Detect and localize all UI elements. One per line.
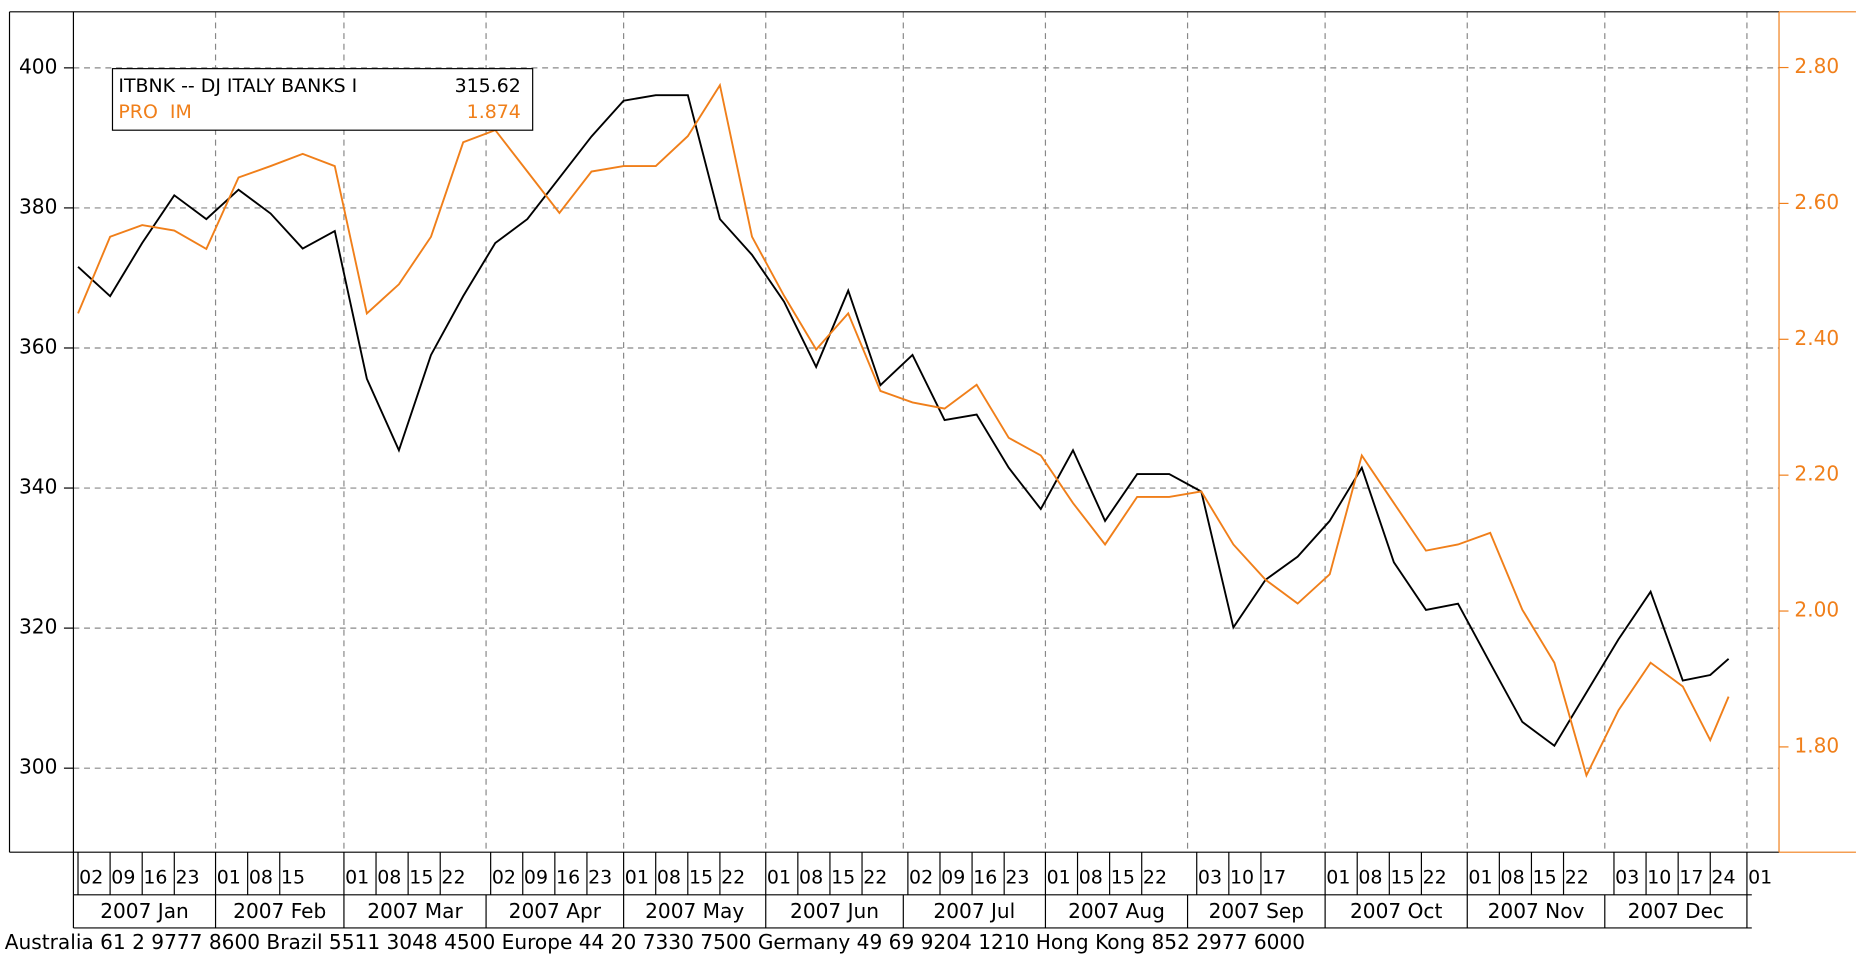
y2-tick-label: 1.80 bbox=[1794, 733, 1839, 757]
x-tick-label: 23 bbox=[588, 867, 612, 889]
x-tick-label: 09 bbox=[111, 867, 135, 889]
x-tick-label: 08 bbox=[799, 867, 823, 889]
y2-tick-label: 2.80 bbox=[1794, 54, 1839, 78]
month-label: 2007 Mar bbox=[367, 899, 463, 923]
x-tick-label: 23 bbox=[1005, 867, 1029, 889]
x-tick-label: 22 bbox=[1143, 867, 1167, 889]
legend-label: ITBNK -- DJ ITALY BANKS I bbox=[118, 75, 357, 97]
x-tick-label: 01 bbox=[625, 867, 649, 889]
x-tick-label: 22 bbox=[863, 867, 887, 889]
month-label: 2007 Jul bbox=[933, 899, 1015, 923]
x-tick-label: 22 bbox=[1423, 867, 1447, 889]
month-label: 2007 May bbox=[645, 899, 744, 923]
x-tick-label: 22 bbox=[1565, 867, 1589, 889]
legend-label: PRO IM bbox=[118, 101, 191, 123]
y-tick-label: 340 bbox=[19, 475, 57, 499]
x-tick-label: 17 bbox=[1262, 867, 1286, 889]
series-line bbox=[77, 82, 1730, 779]
x-tick-label: 08 bbox=[1358, 867, 1382, 889]
x-tick-label: 08 bbox=[377, 867, 401, 889]
footer: Australia 61 2 9777 8600 Brazil 5511 304… bbox=[5, 930, 1305, 954]
y-tick-label: 380 bbox=[19, 194, 57, 218]
x-tick-label: 03 bbox=[1198, 867, 1222, 889]
month-label: 2007 Jan bbox=[100, 899, 189, 923]
y2-tick-label: 2.00 bbox=[1794, 598, 1839, 622]
x-tick-label: 02 bbox=[79, 867, 103, 889]
y2-tick-label: 2.60 bbox=[1794, 190, 1839, 214]
x-tick-label: 22 bbox=[441, 867, 465, 889]
x-tick-label: 08 bbox=[657, 867, 681, 889]
x-tick-label: 08 bbox=[249, 867, 273, 889]
x-tick-label: 16 bbox=[556, 867, 580, 889]
month-label: 2007 Nov bbox=[1488, 899, 1585, 923]
x-tick-label: 01 bbox=[1326, 867, 1350, 889]
y-tick-label: 400 bbox=[19, 54, 57, 78]
legend-value: 1.874 bbox=[467, 101, 521, 123]
legend-box bbox=[111, 68, 534, 131]
x-tick-label: 01 bbox=[1748, 867, 1772, 889]
x-tick-label: 03 bbox=[1615, 867, 1639, 889]
legend-value: 315.62 bbox=[455, 75, 521, 97]
x-tick-label: 01 bbox=[767, 867, 791, 889]
x-tick-label: 16 bbox=[973, 867, 997, 889]
month-label: 2007 Dec bbox=[1628, 899, 1724, 923]
series-line bbox=[77, 94, 1730, 748]
x-tick-label: 02 bbox=[909, 867, 933, 889]
y-tick-label: 360 bbox=[19, 334, 57, 358]
y-tick-label: 300 bbox=[19, 755, 57, 779]
x-tick-label: 15 bbox=[409, 867, 433, 889]
x-tick-label: 01 bbox=[1468, 867, 1492, 889]
x-tick-label: 15 bbox=[1111, 867, 1135, 889]
y2-tick-label: 2.20 bbox=[1794, 462, 1839, 486]
x-tick-label: 16 bbox=[143, 867, 167, 889]
y-tick-label: 320 bbox=[19, 615, 57, 639]
x-tick-label: 01 bbox=[345, 867, 369, 889]
x-tick-label: 24 bbox=[1711, 867, 1735, 889]
month-label: 2007 Apr bbox=[509, 899, 602, 923]
x-tick-label: 01 bbox=[217, 867, 241, 889]
month-label: 2007 Oct bbox=[1350, 899, 1442, 923]
x-tick-label: 15 bbox=[1533, 867, 1557, 889]
x-tick-label: 02 bbox=[492, 867, 516, 889]
x-tick-label: 15 bbox=[281, 867, 305, 889]
x-tick-label: 09 bbox=[941, 867, 965, 889]
x-tick-label: 08 bbox=[1501, 867, 1525, 889]
x-tick-label: 01 bbox=[1047, 867, 1071, 889]
x-tick-label: 10 bbox=[1230, 867, 1254, 889]
x-tick-label: 15 bbox=[831, 867, 855, 889]
month-label: 2007 Jun bbox=[790, 899, 879, 923]
x-tick-label: 15 bbox=[689, 867, 713, 889]
y2-tick-label: 2.40 bbox=[1794, 326, 1839, 350]
x-tick-label: 08 bbox=[1079, 867, 1103, 889]
x-tick-label: 10 bbox=[1647, 867, 1671, 889]
x-tick-label: 22 bbox=[721, 867, 745, 889]
month-label: 2007 Sep bbox=[1209, 899, 1304, 923]
x-tick-label: 17 bbox=[1679, 867, 1703, 889]
x-tick-label: 23 bbox=[175, 867, 199, 889]
month-label: 2007 Aug bbox=[1068, 899, 1165, 923]
x-tick-label: 09 bbox=[524, 867, 548, 889]
month-label: 2007 Feb bbox=[233, 899, 326, 923]
x-tick-label: 15 bbox=[1390, 867, 1414, 889]
